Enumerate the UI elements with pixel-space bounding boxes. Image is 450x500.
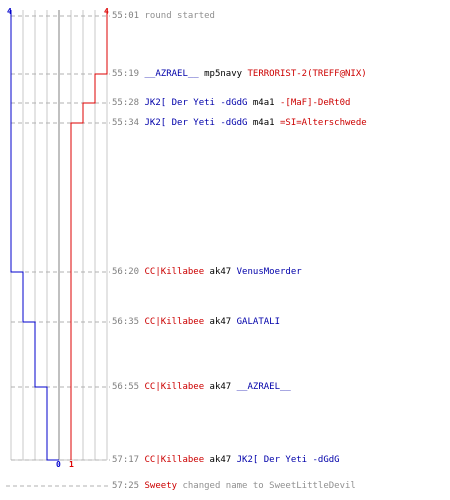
event-segment: mp5navy [198,69,248,79]
event-segment: JK2[ Der Yeti -dGdG [236,455,340,465]
event-segment: GALATALI [236,317,280,327]
blue-team-line [10,10,59,461]
event-segment: __AZRAEL__ [236,382,291,392]
event-row: 57:17 CC|Killabee ak47 JK2[ Der Yeti -dG… [112,454,340,466]
event-segment: JK2[ Der Yeti -dGdG [144,118,248,128]
event-row: 55:19 __AZRAEL__ mp5navy TERRORIST-2(TRE… [112,68,367,80]
event-row: 55:01 round started [112,10,215,22]
event-row: 56:55 CC|Killabee ak47 __AZRAEL__ [112,381,291,393]
event-segment: VenusMoerder [236,267,302,277]
event-segment: CC|Killabee [144,382,205,392]
event-time: 55:28 [112,98,140,108]
event-segment: ak47 [204,382,237,392]
event-row: 57:25 Sweety changed name to SweetLittle… [112,480,356,492]
event-row: 55:28 JK2[ Der Yeti -dGdG m4a1 -[MaF]-De… [112,97,350,109]
event-row: 56:35 CC|Killabee ak47 GALATALI [112,316,280,328]
event-time: 57:17 [112,455,140,465]
blue-end-count: 0 [56,460,61,469]
event-segment: TERRORIST-2(TREFF@NIX) [247,69,367,79]
event-segment: ak47 [204,317,237,327]
blue-start-count: 4 [7,7,12,16]
event-segment: changed name to SweetLittleDevil [177,481,356,491]
event-segment: CC|Killabee [144,317,205,327]
event-segment: m4a1 [247,118,280,128]
event-segment: CC|Killabee [144,267,205,277]
event-segment: m4a1 [247,98,280,108]
event-time: 55:34 [112,118,140,128]
event-segment: =SI=Alterschwede [279,118,367,128]
event-segment: CC|Killabee [144,455,205,465]
event-time: 56:20 [112,267,140,277]
event-segment: __AZRAEL__ [144,69,199,79]
red-end-count: 1 [69,460,74,469]
event-segment: JK2[ Der Yeti -dGdG [144,98,248,108]
event-segment: -[MaF]-DeRt0d [279,98,351,108]
event-time: 57:25 [112,481,140,491]
event-segment: ak47 [204,455,237,465]
event-time: 56:55 [112,382,140,392]
event-segment: round started [144,11,215,21]
red-start-count: 4 [104,7,109,16]
event-row: 56:20 CC|Killabee ak47 VenusMoerder [112,266,302,278]
red-team-line [70,10,108,460]
event-time: 55:19 [112,69,140,79]
event-time: 55:01 [112,11,140,21]
event-time: 56:35 [112,317,140,327]
event-segment: Sweety [144,481,178,491]
event-segment: ak47 [204,267,237,277]
event-row: 55:34 JK2[ Der Yeti -dGdG m4a1 =SI=Alter… [112,117,367,129]
